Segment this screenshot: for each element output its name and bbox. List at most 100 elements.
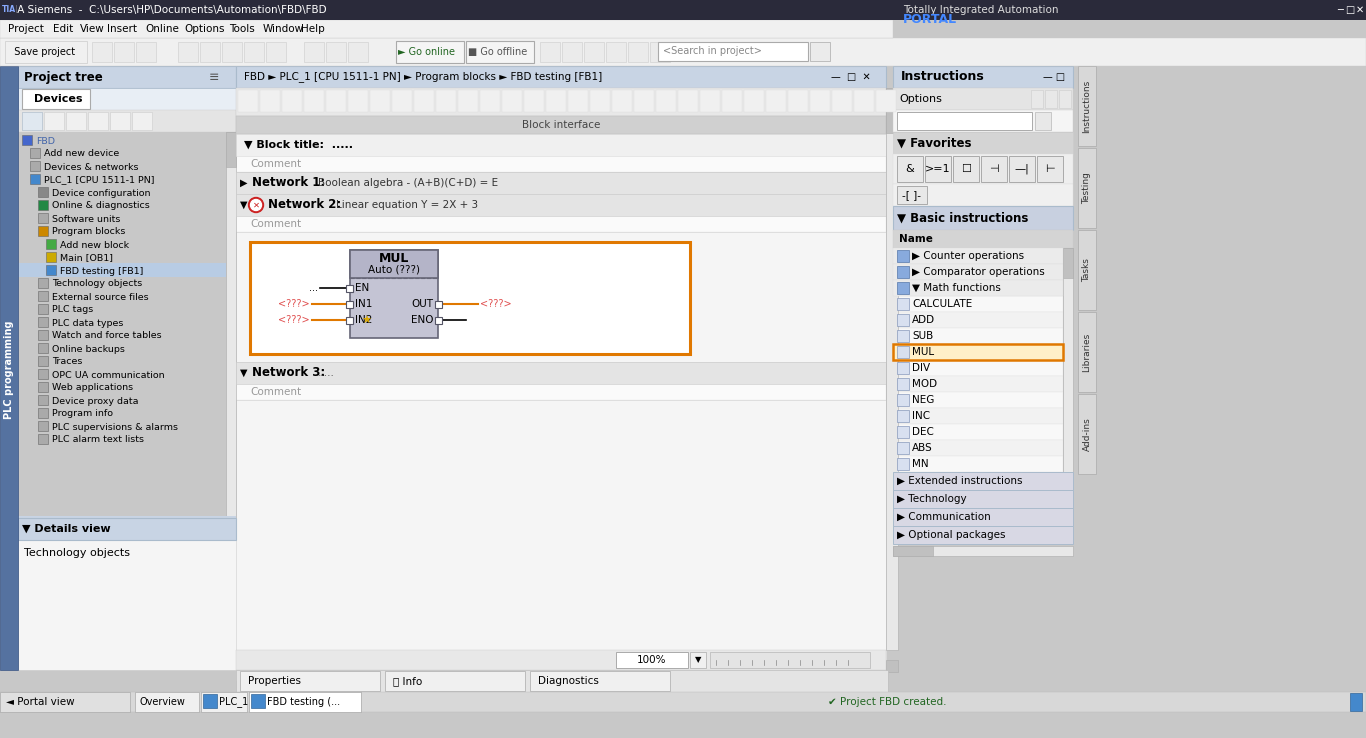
Text: DIV: DIV [912,363,930,373]
Text: —  □  ✕: — □ ✕ [831,72,870,82]
Bar [22,112,42,130]
Bar [281,90,302,112]
Text: Name: Name [899,234,933,244]
Bar [305,90,324,112]
Circle shape [250,199,261,210]
Text: Edit: Edit [53,24,72,34]
Bar [236,116,887,134]
Text: ▼ Favorites: ▼ Favorites [897,137,971,150]
Text: MN: MN [912,459,929,469]
Text: OUT: OUT [411,299,433,309]
Bar [832,90,852,112]
Text: ▼ Math functions: ▼ Math functions [912,283,1001,293]
Text: Add-ins: Add-ins [1082,417,1091,451]
Bar [788,90,809,112]
Bar [893,546,1074,556]
Bar [18,88,236,110]
Text: DEC: DEC [912,427,934,437]
Text: Libraries: Libraries [1082,332,1091,372]
Bar [346,301,352,308]
Bar [893,360,1063,376]
Bar [690,652,706,668]
Bar [590,90,611,112]
Bar [893,280,1063,296]
Bar [897,250,908,262]
Text: &: & [906,164,914,174]
Text: Block interface: Block interface [522,120,600,130]
Bar [1031,90,1044,108]
Text: INC: INC [912,411,930,421]
Bar [897,458,908,470]
Text: Window: Window [262,24,303,34]
Bar [893,110,1074,132]
Bar [66,112,86,130]
Text: EN: EN [355,283,369,293]
Text: ⊣: ⊣ [989,164,999,174]
Text: ✕: ✕ [1356,5,1365,15]
Text: Linear equation Y = 2X + 3: Linear equation Y = 2X + 3 [336,200,478,210]
Bar [810,42,831,61]
Bar [893,408,1063,424]
Text: Main [OB1]: Main [OB1] [60,253,113,263]
Text: Tasks: Tasks [1082,258,1091,282]
Bar [236,362,887,384]
Bar [897,112,1031,130]
Text: SUB: SUB [912,331,933,341]
Bar [897,442,908,454]
Bar [266,42,285,62]
Text: PLC_1: PLC_1 [219,697,249,708]
Bar [392,90,413,112]
Text: Watch and force tables: Watch and force tables [52,331,161,340]
Bar [893,66,1074,88]
Bar [810,90,831,112]
Bar [897,330,908,342]
Bar [897,362,908,374]
Text: ▼ Basic instructions: ▼ Basic instructions [897,212,1029,224]
Bar [893,490,1074,508]
Bar [616,652,688,668]
Text: Network 3:: Network 3: [251,367,325,379]
Bar [38,278,48,288]
Bar [225,132,236,527]
Bar [585,42,604,62]
Bar [38,213,48,223]
Text: Options: Options [899,94,943,104]
Bar [0,38,1366,66]
Text: ≡: ≡ [209,71,220,83]
Text: Overview: Overview [139,697,184,707]
Bar [251,694,265,708]
Bar [897,266,908,278]
Text: <???>: <???> [479,299,512,309]
Bar [1063,248,1074,278]
Text: Comment: Comment [250,387,301,397]
Text: Insert: Insert [107,24,137,34]
Text: FBD: FBD [36,137,55,145]
Text: —|: —| [1015,164,1030,174]
Text: Program info: Program info [52,410,113,418]
Bar [250,242,690,354]
Bar [249,692,361,712]
Bar [305,42,324,62]
Bar [744,90,764,112]
Bar [236,384,887,400]
Bar [236,216,887,232]
Text: — □: — □ [1044,72,1065,82]
Bar [135,692,199,712]
Bar [38,330,48,340]
Bar [236,670,888,692]
Bar [897,314,908,326]
Bar [111,112,130,130]
Bar [1009,156,1035,182]
Bar [326,42,346,62]
Bar [634,90,654,112]
Bar [38,226,48,236]
Text: Online & diagnostics: Online & diagnostics [52,201,150,210]
Bar [897,378,908,390]
Text: Project tree: Project tree [25,71,102,83]
Bar [208,68,220,86]
Text: MUL: MUL [912,347,934,357]
Bar [38,200,48,210]
Bar [38,187,48,197]
Text: Add new device: Add new device [44,150,119,159]
Bar [38,291,48,301]
